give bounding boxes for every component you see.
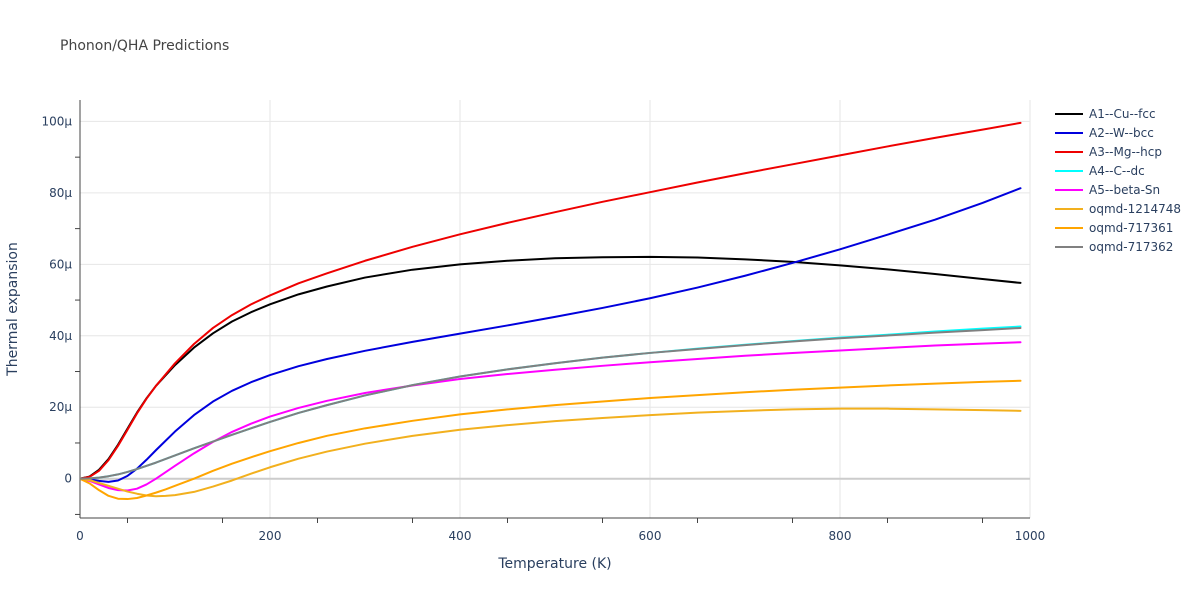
- series-lines: [80, 121, 1022, 501]
- legend-label: A4--C--dc: [1089, 164, 1145, 178]
- x-tick-label: 800: [829, 529, 852, 543]
- x-tick-label: 400: [449, 529, 472, 543]
- x-tick-label: 1000: [1015, 529, 1046, 543]
- legend-item[interactable]: A1--Cu--fcc: [1055, 107, 1156, 121]
- x-tick-label: 600: [639, 529, 662, 543]
- y-tick-label: 0: [64, 472, 72, 486]
- chart-title: Phonon/QHA Predictions: [60, 38, 229, 54]
- legend-label: oqmd-717361: [1089, 221, 1173, 235]
- series-line-A3--Mg--hcp: [80, 121, 1022, 480]
- y-tick-label: 40μ: [49, 329, 72, 343]
- series-line-oqmd-717362: [80, 326, 1022, 480]
- legend-item[interactable]: A4--C--dc: [1055, 164, 1145, 178]
- legend-item[interactable]: oqmd-717362: [1055, 240, 1173, 254]
- x-tick-label: 200: [259, 529, 282, 543]
- legend[interactable]: A1--Cu--fcc A2--W--bcc A3--Mg--hcp A4--C--d…: [1055, 107, 1181, 254]
- legend-label: A1--Cu--fcc: [1089, 107, 1156, 121]
- legend-label: oqmd-1214748: [1089, 202, 1181, 216]
- y-tick-label: 60μ: [49, 257, 72, 271]
- x-tick-label: 0: [76, 529, 84, 543]
- legend-label: A5--beta-Sn: [1089, 183, 1160, 197]
- y-tick-label: 20μ: [49, 400, 72, 414]
- legend-item[interactable]: A2--W--bcc: [1055, 126, 1154, 140]
- legend-label: A3--Mg--hcp: [1089, 145, 1162, 159]
- y-tick-label: 100μ: [41, 114, 72, 128]
- legend-item[interactable]: oqmd-1214748: [1055, 202, 1181, 216]
- y-axis-title: Thermal expansion: [5, 242, 21, 377]
- tick-labels: 0 200 400 600 800 1000 0 20μ 40μ 60μ 80μ 100μ: [41, 114, 1045, 543]
- axes: [75, 100, 1030, 523]
- y-tick-label: 80μ: [49, 186, 72, 200]
- x-axis-title: Temperature (K): [497, 556, 611, 572]
- legend-item[interactable]: A5--beta-Sn: [1055, 183, 1160, 197]
- series-line-oqmd-717361: [80, 379, 1022, 501]
- series-line-A2--W--bcc: [80, 187, 1022, 483]
- series-line-A5--beta-Sn: [80, 341, 1022, 492]
- legend-label: oqmd-717362: [1089, 240, 1173, 254]
- legend-item[interactable]: A3--Mg--hcp: [1055, 145, 1162, 159]
- series-line-oqmd-1214748: [80, 407, 1022, 498]
- legend-item[interactable]: oqmd-717361: [1055, 221, 1173, 235]
- legend-label: A2--W--bcc: [1089, 126, 1154, 140]
